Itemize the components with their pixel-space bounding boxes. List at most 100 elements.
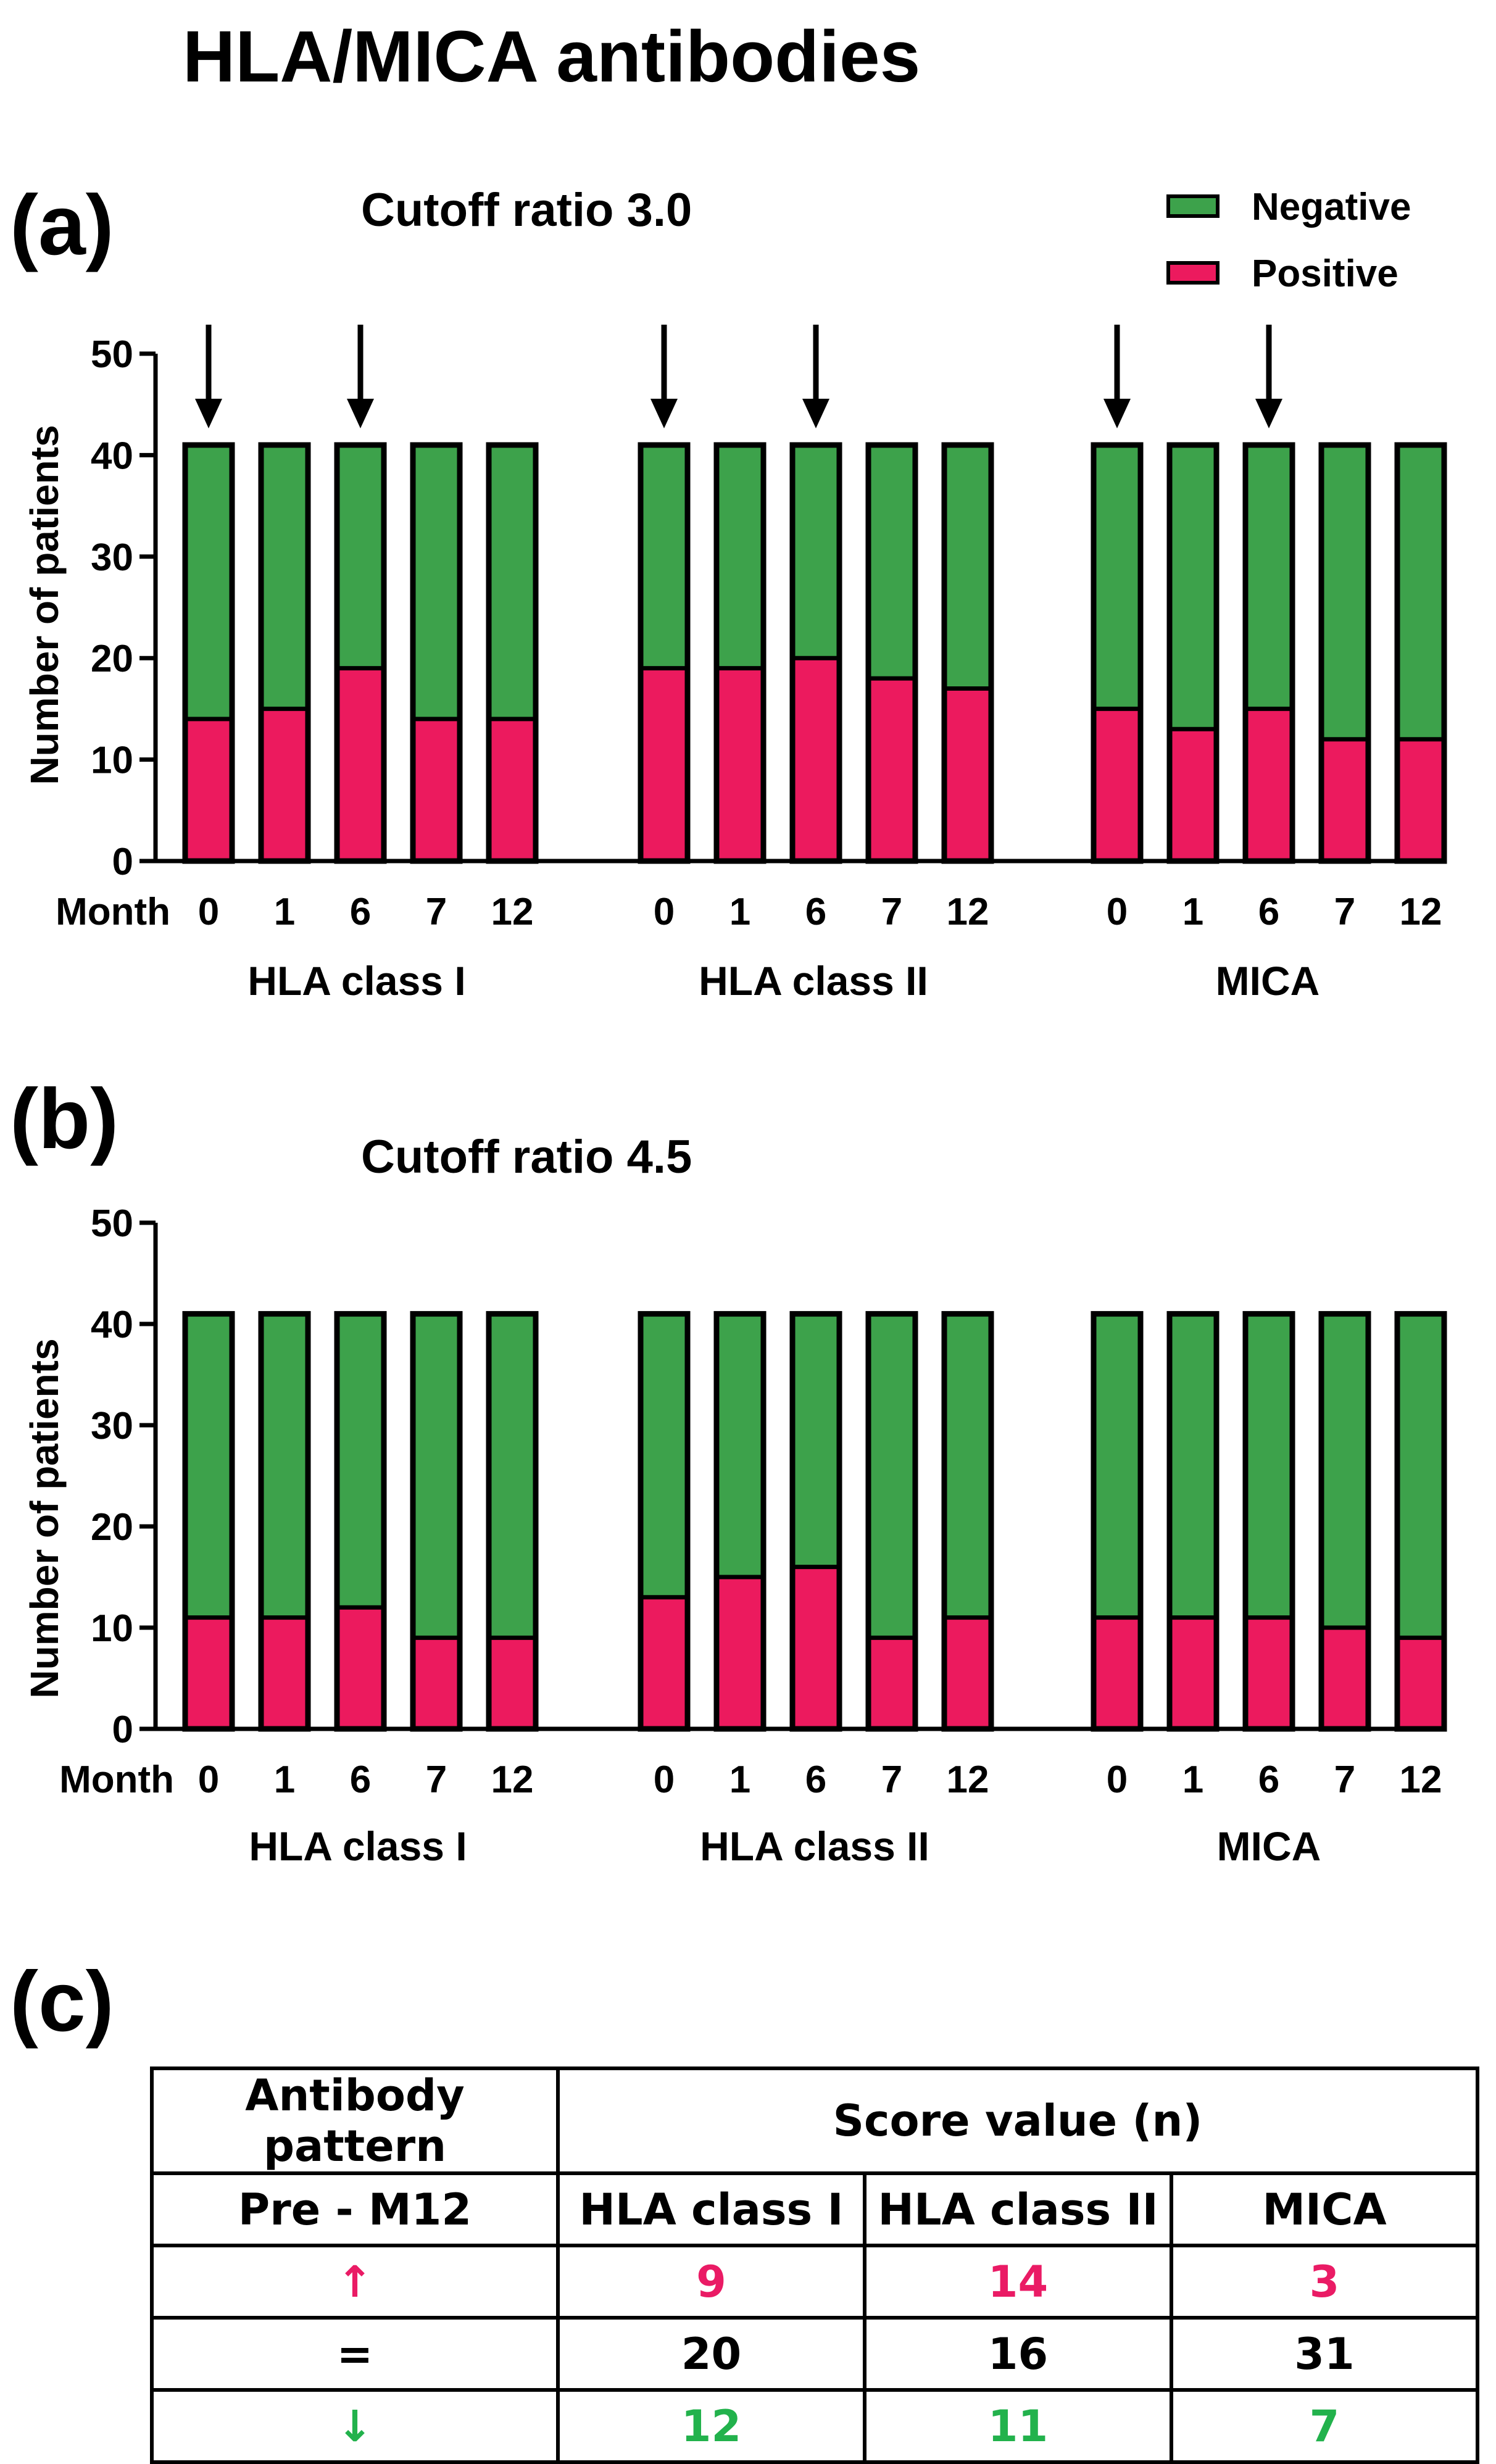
bar-negative bbox=[944, 444, 991, 689]
bar-negative bbox=[1094, 1313, 1141, 1618]
month-tick-label: 0 bbox=[1107, 891, 1128, 933]
bar-negative bbox=[792, 1313, 839, 1567]
bar-negative bbox=[185, 444, 232, 719]
month-tick-label: 12 bbox=[491, 1759, 534, 1801]
bar-negative bbox=[1245, 1313, 1292, 1618]
bar-outline bbox=[182, 1311, 235, 1732]
bar-negative bbox=[1397, 444, 1444, 739]
chart-b-y-axis-title: Number of patients bbox=[22, 1338, 67, 1698]
bar-outline bbox=[865, 442, 918, 864]
bar-positive bbox=[1094, 1617, 1141, 1729]
bar-negative bbox=[261, 444, 308, 709]
month-tick-label: 0 bbox=[1107, 1759, 1128, 1801]
bar-positive bbox=[261, 1617, 308, 1729]
bar-negative bbox=[944, 1313, 991, 1618]
y-tick-label: 10 bbox=[91, 739, 133, 782]
month-tick-label: 0 bbox=[198, 1759, 219, 1801]
bar-outline bbox=[638, 442, 691, 864]
bar-negative bbox=[185, 1313, 232, 1618]
panel-c-label: (c) bbox=[10, 1954, 114, 2049]
month-tick-label: 12 bbox=[947, 891, 989, 933]
decrease-arrow-icon: ↓ bbox=[150, 2388, 560, 2464]
bar-outline bbox=[1091, 442, 1144, 864]
y-tick-label: 0 bbox=[112, 1709, 133, 1751]
y-tick-label: 50 bbox=[91, 1202, 133, 1245]
figure-title: HLA/MICA antibodies bbox=[183, 16, 920, 98]
increase-arrow-icon: ↑ bbox=[150, 2244, 560, 2320]
hla-class-ii-header: HLA class II bbox=[863, 2171, 1173, 2247]
bar-negative bbox=[1170, 1313, 1216, 1618]
bar-positive bbox=[944, 688, 991, 861]
table-row: ↑ 9 14 3 bbox=[150, 2244, 1479, 2320]
month-tick-label: 6 bbox=[805, 1759, 826, 1801]
month-tick-label: 6 bbox=[805, 891, 826, 933]
bar-negative bbox=[337, 1313, 384, 1608]
month-tick-label: 6 bbox=[350, 1759, 371, 1801]
bar-outline bbox=[789, 1311, 842, 1732]
table-cell: 9 bbox=[556, 2244, 866, 2320]
bar-outline bbox=[713, 1311, 767, 1732]
bar-outline bbox=[1242, 1311, 1295, 1732]
bar-negative bbox=[1397, 1313, 1444, 1638]
bar-outline bbox=[1394, 1311, 1447, 1732]
table-subheader-row: Pre - M12 HLA class I HLA class II MICA bbox=[150, 2171, 1479, 2247]
arrow-down-icon bbox=[1255, 399, 1282, 428]
month-tick-label: 1 bbox=[729, 891, 750, 933]
y-tick-label: 30 bbox=[91, 1405, 133, 1447]
score-value-header: Score value (n) bbox=[556, 2067, 1479, 2175]
month-tick-label: 1 bbox=[274, 891, 295, 933]
bar-negative bbox=[868, 444, 915, 679]
arrow-down-icon bbox=[195, 399, 222, 428]
month-tick-label: 1 bbox=[1182, 891, 1203, 933]
month-tick-label: 0 bbox=[654, 891, 675, 933]
bar-outline bbox=[941, 1311, 994, 1732]
bar-outline bbox=[486, 442, 539, 864]
month-tick-label: 1 bbox=[729, 1759, 750, 1801]
bar-negative bbox=[413, 444, 460, 719]
legend-negative-swatch bbox=[1166, 194, 1220, 218]
bar-positive bbox=[1245, 1617, 1292, 1729]
bar-positive bbox=[1170, 729, 1216, 861]
y-tick-label: 30 bbox=[91, 536, 133, 579]
table-cell: 14 bbox=[863, 2244, 1173, 2320]
month-tick-label: 1 bbox=[1182, 1759, 1203, 1801]
chart-a-x-axis-title: Month bbox=[56, 891, 170, 933]
chart-a-group-label: HLA class I bbox=[247, 958, 465, 1004]
chart-a-plot: 0 10 20 30 40 50 0 1 6 7 12 0 1 6 7 12 0 1 6 7 12 bbox=[91, 325, 1447, 933]
month-tick-label: 7 bbox=[881, 891, 902, 933]
bar-positive bbox=[261, 709, 308, 861]
month-tick-label: 7 bbox=[881, 1759, 902, 1801]
bar-negative bbox=[337, 444, 384, 668]
month-tick-label: 0 bbox=[198, 891, 219, 933]
bar-positive bbox=[1321, 1628, 1368, 1729]
bar-outline bbox=[1318, 1311, 1371, 1732]
y-tick-label: 40 bbox=[91, 435, 133, 477]
legend-positive-label: Positive bbox=[1252, 252, 1398, 295]
table-row: ↓ 12 11 7 bbox=[150, 2388, 1479, 2464]
bar-positive bbox=[489, 1638, 536, 1729]
table-cell: 20 bbox=[556, 2316, 866, 2392]
bar-positive bbox=[792, 658, 839, 861]
bar-outline bbox=[1318, 442, 1371, 864]
month-tick-label: 12 bbox=[947, 1759, 989, 1801]
bar-negative bbox=[1094, 444, 1141, 709]
bar-outline bbox=[713, 442, 767, 864]
month-tick-label: 7 bbox=[426, 1759, 447, 1801]
table-cell: 3 bbox=[1170, 2244, 1479, 2320]
bar-outline bbox=[638, 1311, 691, 1732]
bar-negative bbox=[641, 1313, 688, 1597]
y-tick-label: 20 bbox=[91, 638, 133, 680]
month-tick-label: 6 bbox=[350, 891, 371, 933]
bar-positive bbox=[717, 1577, 763, 1729]
table-row: = 20 16 31 bbox=[150, 2316, 1479, 2392]
mica-header: MICA bbox=[1170, 2171, 1479, 2247]
bar-negative bbox=[261, 1313, 308, 1618]
chart-b-group-label: MICA bbox=[1217, 1823, 1321, 1869]
month-tick-label: 1 bbox=[274, 1759, 295, 1801]
bar-positive bbox=[337, 1607, 384, 1729]
month-tick-label: 12 bbox=[1400, 891, 1442, 933]
bar-positive bbox=[413, 1638, 460, 1729]
table-cell: 12 bbox=[556, 2388, 866, 2464]
bar-outline bbox=[1394, 442, 1447, 864]
